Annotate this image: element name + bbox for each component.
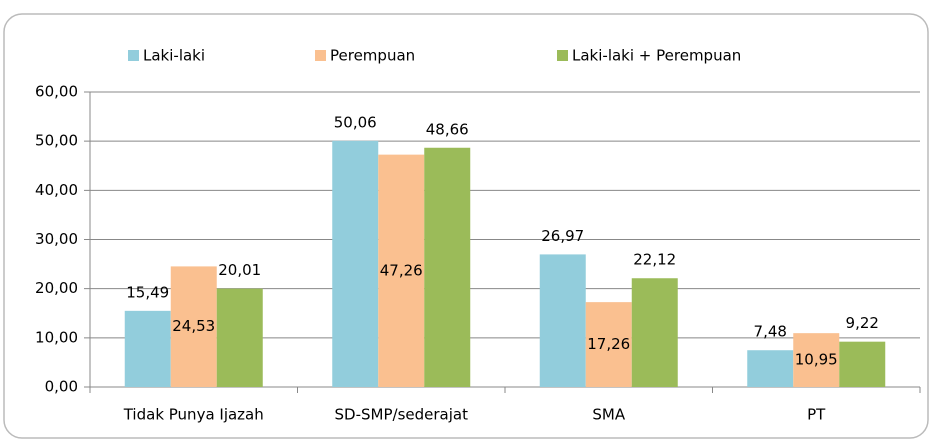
bar xyxy=(332,140,379,387)
y-tick-label: 20,00 xyxy=(35,279,78,297)
bar xyxy=(216,288,263,387)
y-tick-label: 0,00 xyxy=(45,378,78,396)
value-label: 50,06 xyxy=(334,113,377,131)
legend-swatch xyxy=(128,50,139,61)
y-tick-label: 30,00 xyxy=(35,230,78,248)
bar xyxy=(585,302,632,387)
x-tick-label: SD-SMP/sederajat xyxy=(335,406,469,424)
bar xyxy=(747,350,794,387)
value-label: 10,95 xyxy=(795,351,838,369)
bar xyxy=(539,254,586,387)
bar xyxy=(839,341,886,387)
legend-swatch xyxy=(315,50,326,61)
legend-label: Perempuan xyxy=(330,47,415,65)
value-label: 17,26 xyxy=(587,335,630,353)
x-tick-label: SMA xyxy=(592,406,625,424)
value-label: 7,48 xyxy=(754,323,787,341)
legend-label: Laki-laki + Perempuan xyxy=(572,47,741,65)
bar xyxy=(631,278,678,387)
bar xyxy=(424,147,471,387)
x-tick-label: Tidak Punya Ijazah xyxy=(123,406,264,424)
bar xyxy=(793,333,840,387)
y-tick-label: 10,00 xyxy=(35,328,78,346)
y-tick-label: 60,00 xyxy=(35,83,78,101)
bar xyxy=(170,266,217,387)
value-label: 26,97 xyxy=(541,227,584,245)
value-label: 9,22 xyxy=(846,314,879,332)
y-tick-label: 40,00 xyxy=(35,181,78,199)
value-label: 24,53 xyxy=(172,317,215,335)
bar xyxy=(378,154,425,387)
x-tick-label: PT xyxy=(807,406,826,424)
bar xyxy=(124,310,171,387)
y-tick-label: 50,00 xyxy=(35,132,78,150)
legend-swatch xyxy=(557,50,568,61)
value-label: 47,26 xyxy=(380,261,423,279)
legend-label: Laki-laki xyxy=(143,47,205,65)
value-label: 20,01 xyxy=(218,261,261,279)
value-label: 22,12 xyxy=(633,251,676,269)
value-label: 48,66 xyxy=(426,120,469,138)
value-label: 15,49 xyxy=(126,283,169,301)
